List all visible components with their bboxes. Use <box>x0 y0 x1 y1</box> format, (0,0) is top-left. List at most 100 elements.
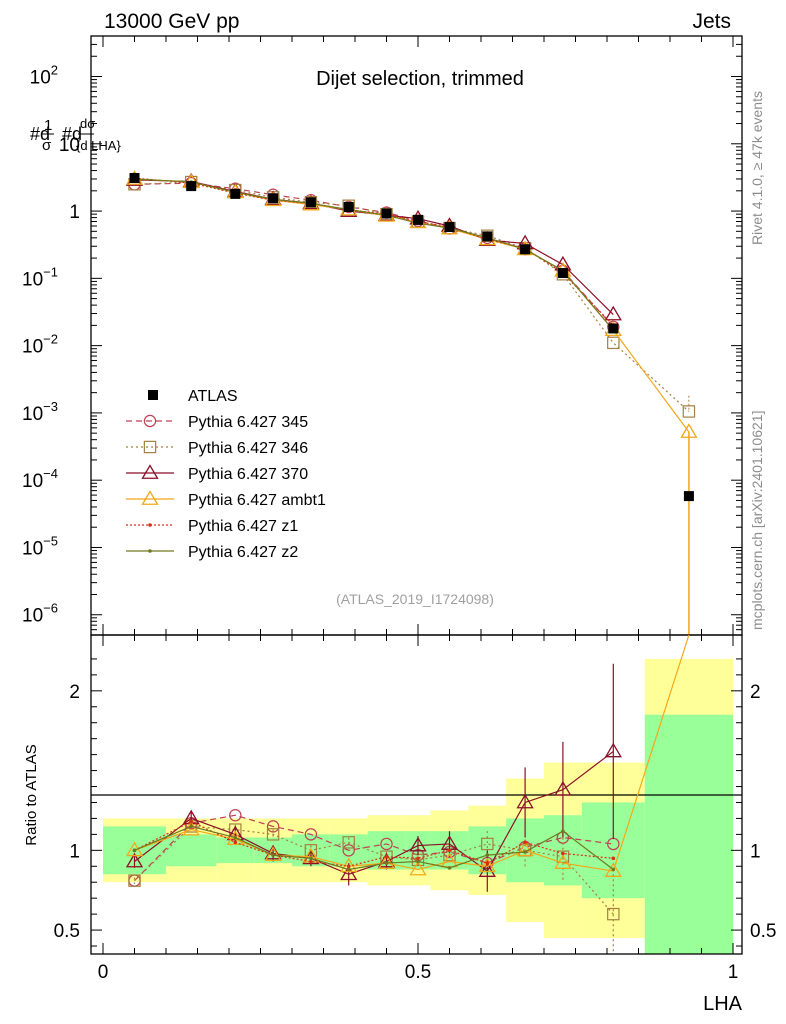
ratio-point-p346 <box>266 828 280 841</box>
ratio-point-z2 <box>523 850 527 854</box>
legend-marker-z2 <box>148 549 152 553</box>
series-point-p370 <box>604 305 622 321</box>
legend-label-p370: Pythia 6.427 370 <box>188 466 308 483</box>
y-tick-label-main: 10−6 <box>22 601 58 627</box>
y-axis-label-fraction-5: dσ <box>80 116 95 131</box>
y-tick-label-exponent: 2 <box>51 63 58 78</box>
side-mcplots-label: mcplots.cern.ch [arXiv:2401.10621] <box>749 411 765 630</box>
y-tick-label-main: 102 <box>30 63 58 89</box>
ratio-point-z1 <box>346 864 351 869</box>
ratio-point-ambt1 <box>478 857 496 873</box>
ratio-point-ambt1 <box>226 830 244 846</box>
series-main-p346 <box>128 175 696 418</box>
y-axis-label-fraction-3: σ <box>42 137 52 154</box>
legend-marker-atlas <box>148 390 158 400</box>
y-tick-label-ratio-left: 0.5 <box>54 921 80 942</box>
ratio-point-ambt1 <box>377 854 396 869</box>
ratio-point-z1 <box>561 851 565 856</box>
ratio-point-p370 <box>264 844 282 860</box>
ratio-point-z2 <box>485 853 490 857</box>
main-panel: Dijet selection, trimmed (ATLAS_2019_I17… <box>22 35 743 636</box>
ratio-point-ambt1 <box>604 862 622 877</box>
data-point-atlas <box>129 173 140 184</box>
legend: ATLAS Pythia 6.427 345 Pythia 6.427 346 Pyt… <box>126 388 326 561</box>
ratio-point-p346 <box>128 874 141 887</box>
ratio-point-z2 <box>611 867 616 872</box>
ratio-point-p370 <box>604 742 622 758</box>
series-point-p346 <box>682 405 696 418</box>
x-axis-label: LHA <box>703 993 743 1015</box>
legend-marker-p345 <box>143 414 157 428</box>
ratio-point-p370 <box>554 780 572 796</box>
data-point-atlas <box>482 231 493 242</box>
analysis-label: (ATLAS_2019_I1724098) <box>336 591 494 607</box>
ratio-point-z2 <box>561 829 565 833</box>
legend-marker-ambt1 <box>141 490 159 505</box>
legend-label-p345: Pythia 6.427 345 <box>188 414 308 431</box>
y-axis-label-fraction-2: 1 <box>44 117 52 134</box>
data-point-atlas <box>305 197 316 208</box>
ratio-point-p346 <box>556 850 570 863</box>
ratio-point-z1 <box>523 840 527 845</box>
ratio-point-p370 <box>125 852 144 868</box>
legend-marker-p346 <box>143 440 157 454</box>
series-main-p370 <box>125 171 622 321</box>
data-point-atlas <box>343 201 354 212</box>
y-tick-label-main: 10 <box>59 135 80 156</box>
legend-marker-z1 <box>148 523 152 527</box>
legend-marker-p370 <box>141 464 159 479</box>
y-tick-label-ratio-left: 2 <box>69 682 80 703</box>
ratio-band-inner <box>644 714 733 954</box>
y-axis-label-fraction-4: #d <box>62 124 82 144</box>
data-point-atlas <box>413 214 423 225</box>
data-point-atlas <box>520 244 531 255</box>
data-point-atlas <box>230 188 241 199</box>
ratio-point-z2 <box>346 867 351 872</box>
ratio-band-inner <box>166 834 217 867</box>
ratio-point-z2 <box>416 859 420 864</box>
data-point-atlas <box>186 181 197 192</box>
ratio-point-p345 <box>304 828 318 841</box>
series-ratio-z2 <box>132 824 616 872</box>
ratio-point-ambt1 <box>409 860 427 876</box>
y-tick-label-ratio-right: 2 <box>750 682 761 703</box>
ratio-point-p370 <box>516 793 534 809</box>
ratio-point-z2 <box>271 853 275 857</box>
ratio-point-p345 <box>266 820 280 833</box>
series-main-z1 <box>132 176 616 328</box>
data-point-atlas <box>268 193 279 204</box>
ratio-panel: 0 0.5 1 0.5 0.5 1 1 2 2 Ratio to ATLAS LHA <box>23 634 776 1015</box>
y-tick-label-ratio-right: 1 <box>750 841 761 862</box>
y-axis-label-fraction-1: #d <box>30 124 50 144</box>
series-line-p345 <box>134 182 614 328</box>
data-point-atlas <box>381 208 392 219</box>
side-rivet-label: Rivet 4.1.0, ≥ 47k events <box>749 91 765 245</box>
y-tick-label-main: 10−4 <box>22 466 58 492</box>
header-left: 13000 GeV pp <box>104 10 239 33</box>
ratio-point-z1 <box>485 861 490 865</box>
data-point-atlas <box>444 221 455 232</box>
legend-label-p346: Pythia 6.427 346 <box>188 440 308 457</box>
y-tick-label-main: 10−5 <box>22 533 58 559</box>
y-axis-label-fraction-6: {d LHA} <box>76 138 121 153</box>
y-tick-label-exponent: −6 <box>43 601 58 616</box>
ratio-point-z1 <box>416 856 420 861</box>
y-tick-label-main: 10−2 <box>22 332 58 358</box>
data-point-atlas <box>608 323 619 334</box>
ratio-point-z2 <box>189 824 193 829</box>
y-tick-label-ratio-right: 0.5 <box>750 921 776 942</box>
ratio-line-p345 <box>134 814 614 882</box>
y-tick-label-exponent: −5 <box>43 533 58 548</box>
series-point-p346 <box>607 336 620 350</box>
y-tick-label-main: 1 <box>69 202 80 223</box>
data-point-atlas <box>683 491 694 502</box>
series-main-atlas <box>129 173 694 502</box>
series-line-z2 <box>134 178 614 331</box>
legend-label-z1: Pythia 6.427 z1 <box>188 518 298 535</box>
x-tick-label: 0.5 <box>405 962 431 983</box>
x-tick-label: 1 <box>728 962 739 983</box>
y-axis-label-ratio: Ratio to ATLAS <box>23 744 40 845</box>
series-line-p346 <box>134 181 690 412</box>
legend-label-ambt1: Pythia 6.427 ambt1 <box>188 492 326 509</box>
ratio-point-z2 <box>233 835 238 840</box>
